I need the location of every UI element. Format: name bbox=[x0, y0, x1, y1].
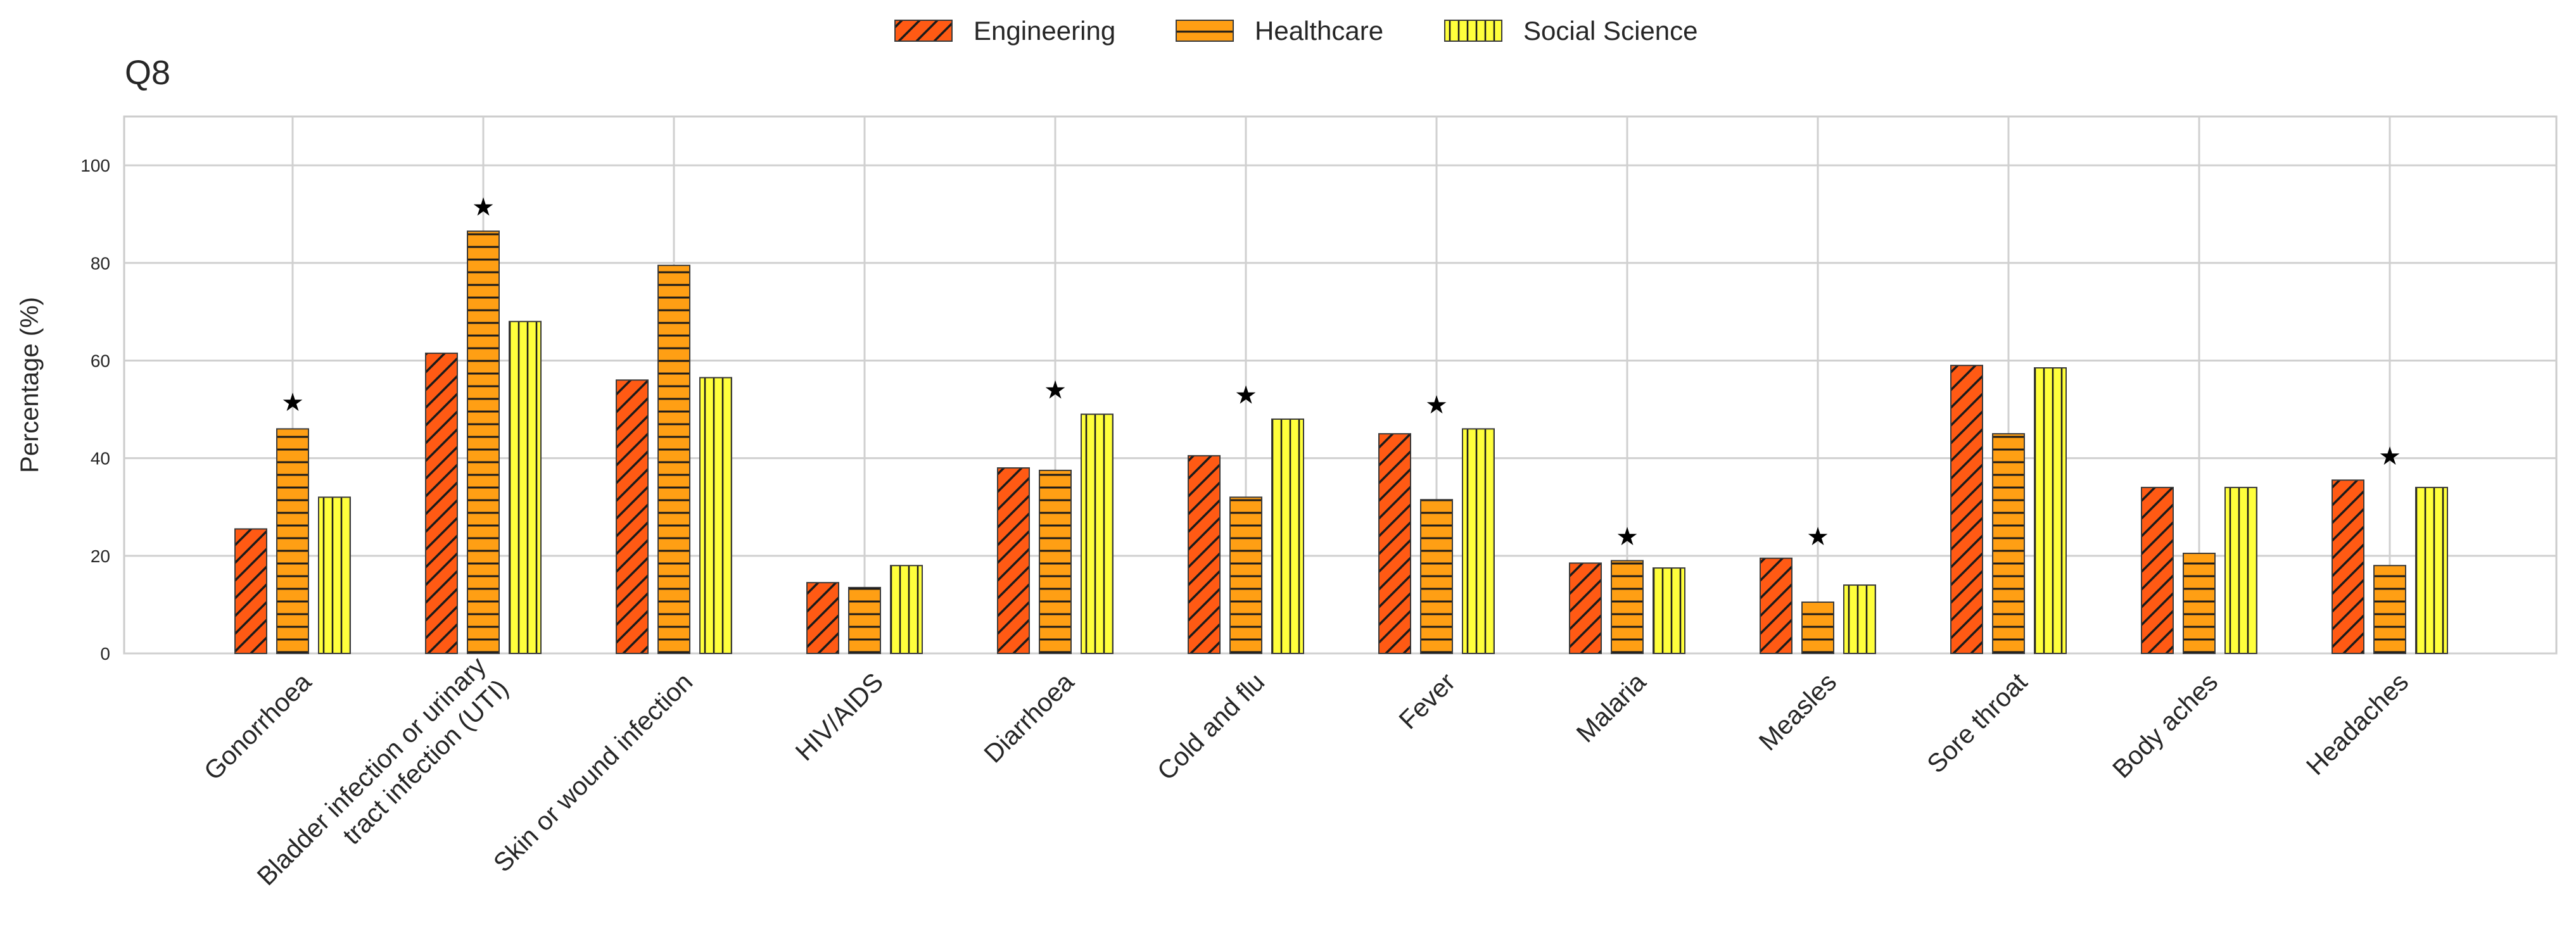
legend-label: Healthcare bbox=[1255, 16, 1383, 46]
significance-marker: ★ bbox=[281, 389, 304, 417]
legend-label: Social Science bbox=[1523, 16, 1697, 46]
bar-social-science-0 bbox=[318, 496, 351, 654]
svg-text:Malaria: Malaria bbox=[1571, 667, 1652, 748]
legend-label: Engineering bbox=[974, 16, 1115, 46]
bar-engineering-0 bbox=[234, 528, 267, 654]
bar-healthcare-11 bbox=[2373, 565, 2406, 655]
bar-social-science-3 bbox=[890, 565, 923, 655]
svg-text:Skin or wound infection: Skin or wound infection bbox=[488, 667, 698, 878]
x-tick-label: Cold and flu bbox=[1152, 667, 1270, 786]
bar-healthcare-1 bbox=[467, 230, 500, 654]
bar-healthcare-5 bbox=[1229, 496, 1262, 654]
bar-social-science-4 bbox=[1081, 413, 1114, 654]
bar-healthcare-3 bbox=[848, 586, 881, 654]
significance-marker: ★ bbox=[1044, 377, 1067, 405]
y-tick-label: 100 bbox=[80, 156, 110, 175]
bar-engineering-11 bbox=[2332, 479, 2364, 654]
bar-healthcare-8 bbox=[1801, 601, 1834, 655]
x-tick-label: Skin or wound infection bbox=[488, 667, 698, 878]
x-tick-label: Body aches bbox=[2107, 667, 2223, 784]
bar-social-science-11 bbox=[2415, 486, 2448, 655]
bar-social-science-1 bbox=[509, 320, 542, 655]
significance-markers: ★ ★ ★ ★ ★ ★ ★ ★ bbox=[281, 194, 2401, 551]
bar-social-science-6 bbox=[1462, 428, 1495, 655]
bar-social-science-7 bbox=[1653, 567, 1685, 654]
significance-marker: ★ bbox=[1425, 391, 1448, 419]
bar-social-science-10 bbox=[2224, 486, 2257, 655]
legend-swatch bbox=[894, 20, 953, 42]
y-tick-label: 40 bbox=[91, 449, 110, 469]
x-tick-label: Gonorrhoea bbox=[198, 667, 317, 786]
bar-social-science-5 bbox=[1271, 418, 1304, 654]
svg-text:Diarrhoea: Diarrhoea bbox=[978, 667, 1079, 769]
bar-healthcare-4 bbox=[1039, 469, 1072, 655]
x-tick-label: Headaches bbox=[2300, 667, 2414, 781]
bar-engineering-5 bbox=[1188, 455, 1221, 654]
svg-text:Measles: Measles bbox=[1753, 667, 1842, 756]
svg-text:Cold and flu: Cold and flu bbox=[1152, 667, 1270, 786]
legend: Engineering Healthcare Social Science bbox=[894, 16, 1697, 46]
bar-healthcare-10 bbox=[2183, 552, 2216, 654]
svg-text:HIV/AIDS: HIV/AIDS bbox=[790, 667, 889, 767]
svg-text:Fever: Fever bbox=[1393, 667, 1461, 735]
bar-engineering-2 bbox=[616, 379, 649, 654]
bar-social-science-2 bbox=[699, 377, 732, 654]
x-tick-label: Diarrhoea bbox=[978, 667, 1079, 769]
significance-marker: ★ bbox=[472, 194, 495, 222]
x-tick-label: Fever bbox=[1393, 667, 1461, 735]
legend-swatch bbox=[1444, 20, 1502, 42]
y-tick-label: 60 bbox=[91, 351, 110, 370]
bar-engineering-3 bbox=[806, 582, 839, 655]
chart-title: Q8 bbox=[125, 54, 170, 92]
legend-swatch bbox=[1176, 20, 1234, 42]
svg-text:Sore throat: Sore throat bbox=[1921, 667, 2033, 778]
bar-healthcare-7 bbox=[1611, 560, 1644, 655]
x-tick-label: HIV/AIDS bbox=[790, 667, 889, 767]
y-tick-label: 80 bbox=[91, 253, 110, 273]
bar-healthcare-0 bbox=[276, 428, 309, 655]
bar-healthcare-2 bbox=[657, 265, 690, 654]
svg-text:Gonorrhoea: Gonorrhoea bbox=[198, 667, 317, 786]
significance-marker: ★ bbox=[2378, 443, 2401, 470]
bars bbox=[234, 230, 2448, 655]
bar-engineering-8 bbox=[1760, 557, 1792, 654]
bar-engineering-4 bbox=[997, 467, 1030, 655]
x-tick-label: Measles bbox=[1753, 667, 1842, 756]
significance-marker: ★ bbox=[1806, 523, 1829, 551]
svg-text:Body aches: Body aches bbox=[2107, 667, 2223, 784]
bar-engineering-7 bbox=[1569, 562, 1602, 655]
x-tick-label: Sore throat bbox=[1921, 667, 2033, 778]
y-axis-ticks: 0 20 40 60 80 100 bbox=[80, 156, 110, 664]
y-axis-label: Percentage (%) bbox=[16, 297, 44, 473]
bar-healthcare-9 bbox=[1992, 433, 2025, 654]
bar-healthcare-6 bbox=[1420, 499, 1453, 654]
significance-marker: ★ bbox=[1234, 381, 1257, 409]
bar-engineering-6 bbox=[1378, 433, 1411, 654]
y-tick-label: 20 bbox=[91, 546, 110, 566]
bar-social-science-8 bbox=[1843, 584, 1876, 655]
bar-social-science-9 bbox=[2034, 367, 2067, 654]
y-tick-label: 0 bbox=[100, 644, 110, 664]
svg-text:Headaches: Headaches bbox=[2300, 667, 2414, 781]
x-tick-label: Malaria bbox=[1571, 667, 1652, 748]
bar-engineering-10 bbox=[2141, 486, 2174, 655]
bar-engineering-9 bbox=[1950, 365, 1983, 654]
significance-marker: ★ bbox=[1616, 523, 1639, 551]
bar-engineering-1 bbox=[425, 352, 458, 655]
